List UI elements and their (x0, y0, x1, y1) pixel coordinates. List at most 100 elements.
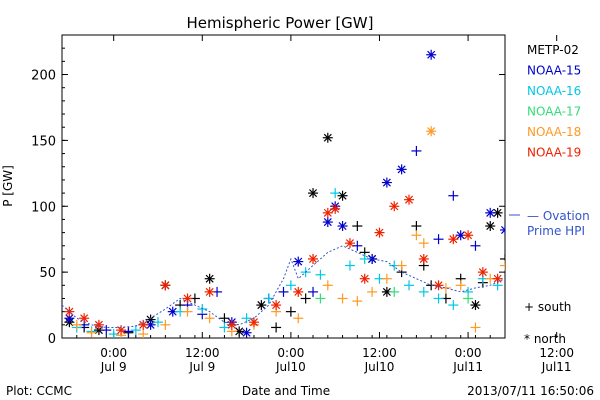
x-tick-time: 12:00 (185, 346, 220, 360)
series-noaa-17 (315, 286, 474, 304)
y-tick-label: 50 (39, 266, 56, 281)
data-point-south (182, 306, 193, 317)
data-point-south (470, 240, 481, 251)
series-noaa-18 (71, 126, 576, 338)
data-point-north (448, 234, 459, 245)
data-point-south (418, 286, 429, 297)
data-point-south (440, 282, 451, 293)
data-point-north (322, 217, 333, 228)
data-point-south (411, 230, 422, 241)
data-point-south (123, 326, 134, 337)
data-point-south (515, 228, 525, 238)
legend-entry: NOAA-15 (527, 64, 581, 78)
data-point-north (477, 267, 488, 278)
data-point-south (293, 313, 304, 324)
data-point-south (566, 278, 576, 288)
data-series (62, 49, 576, 338)
data-point-south (197, 304, 208, 315)
data-point-north (293, 256, 304, 267)
y-tick-label: 200 (31, 69, 56, 84)
data-point-north (337, 221, 348, 232)
data-point-south (108, 329, 119, 338)
data-point-south (404, 280, 415, 291)
data-point-south (433, 293, 444, 304)
data-point-south (455, 280, 466, 291)
series-noaa-16 (71, 188, 532, 338)
data-point-north (537, 261, 547, 271)
data-point-north (271, 300, 282, 311)
data-point-north (322, 132, 333, 143)
data-point-north (433, 280, 444, 291)
data-point-north (470, 300, 481, 311)
data-point-north (404, 194, 415, 205)
data-point-north (455, 230, 466, 241)
legend-entry: NOAA-19 (527, 146, 581, 160)
data-point-north (160, 280, 171, 291)
data-point-south (389, 286, 400, 297)
data-point-south (507, 293, 517, 303)
chart-title: Hemispheric Power [GW] (187, 14, 374, 32)
data-point-south (500, 260, 505, 271)
data-point-south (411, 221, 422, 232)
legend: METP-02 NOAA-15 NOAA-16 NOAA-17 NOAA-18 NOAA-… (509, 43, 590, 346)
x-tick-date: Jul11 (541, 360, 572, 374)
data-point-south (559, 283, 569, 293)
y-axis-label: P [GW] (1, 165, 15, 207)
data-point-south (330, 188, 341, 199)
data-point-north (485, 207, 496, 218)
x-tick-time: 0:00 (100, 346, 127, 360)
legend-hpi-label: Prime HPI (527, 224, 585, 238)
data-point-north (544, 175, 554, 185)
data-point-south (433, 234, 444, 245)
data-point-south (152, 317, 163, 328)
data-point-south (101, 325, 112, 336)
data-point-south (566, 261, 576, 271)
data-point-south (344, 260, 355, 271)
x-tick-time: 12:00 (362, 346, 397, 360)
data-point-south (352, 240, 363, 251)
series-noaa-19 (64, 162, 554, 336)
legend-north: * north (524, 332, 566, 346)
x-tick-time: 0:00 (277, 346, 304, 360)
data-point-south (285, 306, 296, 317)
data-point-south (381, 273, 392, 284)
data-point-north (507, 293, 517, 303)
data-point-south (71, 319, 82, 330)
data-point-south (448, 300, 459, 311)
hpi-line (62, 245, 505, 328)
data-point-north (500, 224, 505, 235)
data-point-south (470, 322, 481, 333)
data-point-south (322, 280, 333, 291)
data-point-north (308, 253, 319, 264)
data-point-south (219, 313, 230, 324)
data-point-north (330, 203, 341, 214)
data-point-south (300, 293, 311, 304)
data-point-south (463, 293, 474, 304)
x-tick-date: Jul 9 (188, 360, 215, 374)
data-point-north (204, 273, 215, 284)
data-point-south (241, 313, 252, 324)
data-point-south (396, 260, 407, 271)
data-point-north (544, 162, 554, 172)
y-tick-label: 0 (48, 332, 56, 347)
data-point-north (226, 319, 237, 330)
data-point-north (537, 182, 547, 192)
data-point-south (271, 322, 282, 333)
data-point-south (315, 293, 326, 304)
data-point-north (79, 313, 90, 324)
data-point-north (426, 126, 437, 137)
data-point-south (367, 286, 378, 297)
data-point-south (522, 287, 532, 297)
legend-hpi-label: — Ovation (527, 209, 590, 223)
data-point-south (160, 319, 171, 330)
data-point-south (359, 253, 370, 264)
legend-south: + south (524, 300, 571, 314)
data-point-south (219, 322, 230, 333)
data-point-south (204, 313, 215, 324)
series-metp-02 (64, 132, 576, 338)
y-tick-label: 150 (31, 134, 56, 149)
data-point-south (566, 241, 576, 251)
data-point-north (293, 286, 304, 297)
x-tick-date: Jul11 (452, 360, 483, 374)
